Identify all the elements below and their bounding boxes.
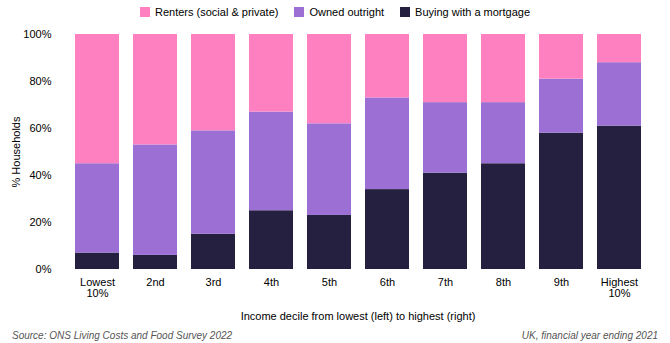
svg-text:8th: 8th <box>496 276 511 288</box>
svg-text:80%: 80% <box>29 75 51 87</box>
svg-text:% Households: % Households <box>10 116 22 187</box>
html-text:UK, financial year ending 2021: UK, financial year ending 2021 <box>521 329 658 341</box>
svg-text:3rd: 3rd <box>206 276 222 288</box>
svg-text:40%: 40% <box>29 169 51 181</box>
svg-text:20%: 20% <box>29 216 51 228</box>
svg-text:0%: 0% <box>36 263 52 275</box>
html-text:Source: ONS Living Costs and F: Source: ONS Living Costs and Food Survey… <box>12 329 233 341</box>
svg-text:100%: 100% <box>23 28 51 40</box>
svg-text:60%: 60% <box>29 122 51 134</box>
svg-text:9th: 9th <box>554 276 569 288</box>
svg-text:4th: 4th <box>264 276 279 288</box>
html-text:Renters (social & private): Renters (social & private) <box>155 6 279 18</box>
svg-text:Highest10%: Highest10% <box>601 276 638 299</box>
html-text:Buying with a mortgage: Buying with a mortgage <box>415 6 530 18</box>
svg-text:7th: 7th <box>438 276 453 288</box>
svg-text:Lowest10%: Lowest10% <box>80 276 115 299</box>
svg-text:Income decile from lowest (lef: Income decile from lowest (left) to high… <box>241 310 476 322</box>
svg-text:2nd: 2nd <box>146 276 164 288</box>
svg-text:6th: 6th <box>380 276 395 288</box>
svg-text:5th: 5th <box>322 276 337 288</box>
html-text:Owned outright: Owned outright <box>309 6 385 18</box>
